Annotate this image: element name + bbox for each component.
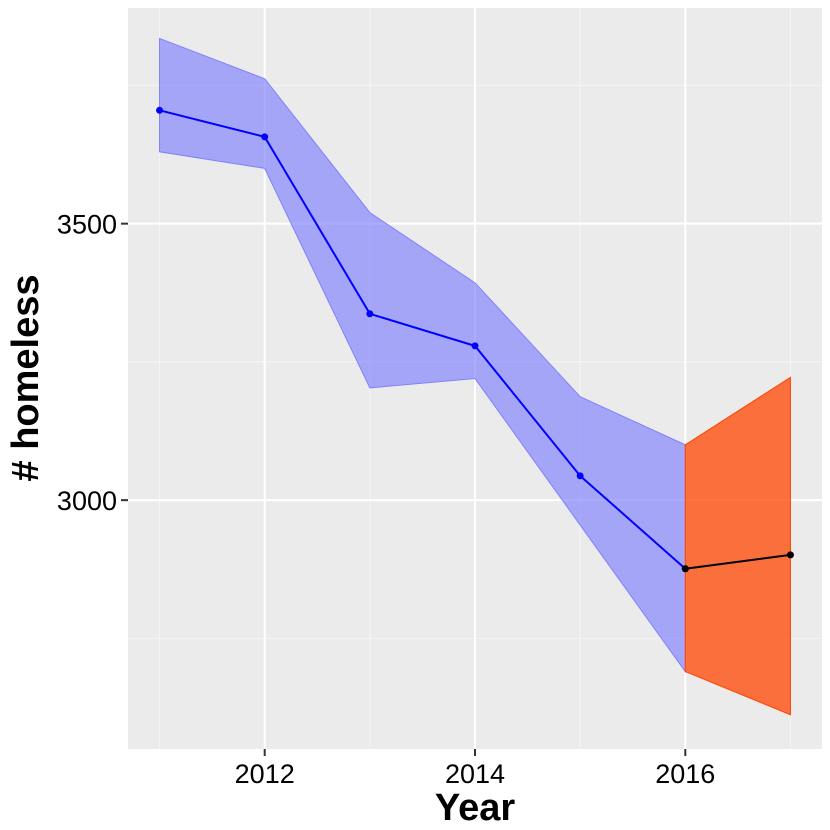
series-line-1	[159, 109, 686, 570]
axis-tick-labels: 2012 2014 2016 3000 3500	[57, 210, 715, 789]
data-point	[156, 106, 164, 114]
confidence-band-2	[684, 376, 791, 716]
data-point	[261, 133, 269, 141]
x-tick-label: 2016	[655, 759, 715, 789]
confidence-bands	[159, 37, 791, 716]
y-tick-label: 3500	[57, 210, 117, 240]
data-point	[366, 310, 374, 318]
series-points	[156, 106, 794, 573]
series-lines	[159, 109, 791, 570]
data-point	[681, 565, 689, 573]
axis-ticks	[121, 222, 687, 756]
x-tick-label: 2012	[235, 759, 295, 789]
y-tick-label: 3000	[57, 486, 117, 516]
x-axis-title: Year	[435, 787, 516, 829]
x-tick-label: 2014	[445, 759, 505, 789]
data-point	[576, 472, 584, 480]
data-point	[471, 342, 479, 350]
y-axis-title: # homeless	[5, 275, 47, 482]
series-line-2	[685, 553, 791, 570]
data-point	[786, 551, 794, 559]
